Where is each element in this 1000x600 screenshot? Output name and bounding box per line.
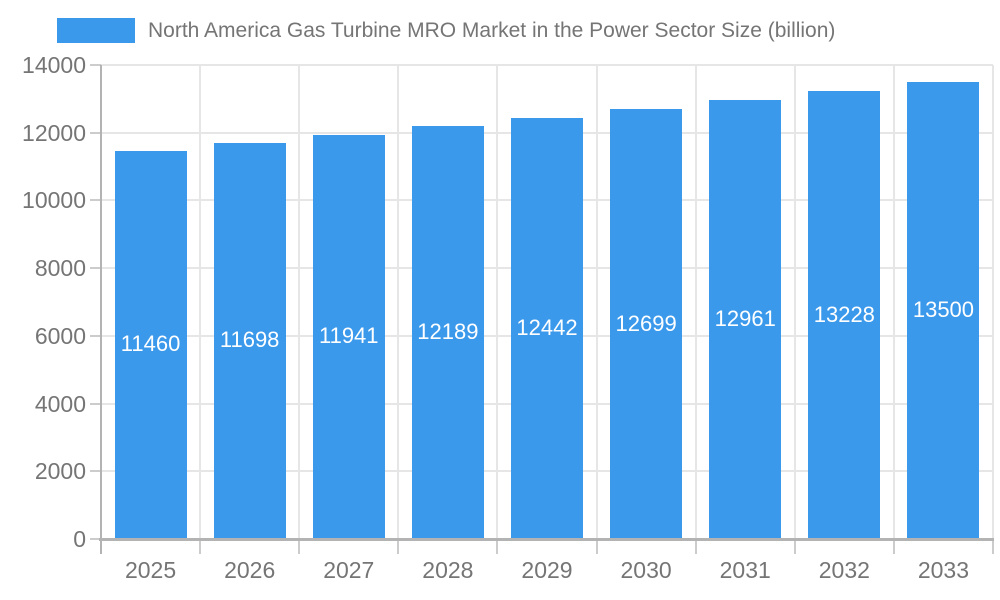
y-axis-tick	[90, 131, 101, 134]
x-axis-label: 2027	[323, 557, 375, 583]
y-axis-tick	[90, 199, 101, 202]
gridline-vertical	[595, 65, 598, 539]
bar-value-label: 12189	[417, 319, 479, 345]
gridline-vertical	[992, 65, 994, 539]
bar-value-label: 11698	[219, 327, 280, 353]
y-axis-tick	[90, 334, 101, 337]
x-axis-tick	[992, 541, 994, 554]
y-axis-label: 2000	[34, 458, 86, 485]
x-axis-tick	[694, 541, 697, 554]
x-axis-label: 2032	[818, 557, 870, 583]
y-axis-tick	[90, 470, 101, 473]
bar[interactable]: 12442	[511, 117, 583, 538]
x-axis-label: 2025	[124, 557, 177, 583]
legend-swatch-icon	[57, 18, 135, 43]
y-axis-label: 14000	[22, 52, 86, 78]
bar-value-label: 13500	[912, 296, 975, 322]
y-axis-label: 8000	[34, 255, 86, 282]
x-axis-tick	[397, 541, 400, 554]
bar[interactable]: 11698	[213, 142, 286, 538]
y-axis-label: 12000	[22, 119, 86, 146]
legend-series-label: North America Gas Turbine MRO Market in …	[148, 19, 836, 42]
bar-value-label: 12699	[615, 310, 677, 336]
y-axis-tick	[90, 538, 101, 540]
y-axis-tick	[90, 64, 101, 66]
bar-value-label: 12961	[714, 306, 776, 332]
x-axis-label: 2030	[620, 557, 672, 583]
y-axis-label: 10000	[22, 187, 86, 214]
x-axis-tick	[595, 541, 598, 554]
bar[interactable]: 12189	[411, 126, 484, 538]
y-axis-tick	[90, 267, 101, 270]
bar[interactable]: 12961	[709, 100, 782, 538]
chart-legend: North America Gas Turbine MRO Market in …	[57, 18, 835, 43]
y-axis-label: 4000	[34, 390, 86, 417]
bar[interactable]: 12699	[610, 109, 683, 538]
bar-value-label: 12442	[516, 314, 578, 340]
x-axis-tick	[298, 541, 301, 554]
x-axis-label: 2026	[224, 557, 276, 583]
x-axis-tick	[793, 541, 796, 554]
x-axis-label: 2033	[917, 557, 970, 583]
x-axis-tick	[892, 541, 895, 554]
bar-value-label: 13228	[813, 301, 875, 327]
y-axis-label: 6000	[34, 322, 86, 349]
gridline-vertical	[298, 65, 301, 539]
y-axis-line	[100, 65, 102, 554]
bar[interactable]: 11941	[312, 134, 385, 538]
gridline-vertical	[694, 65, 697, 539]
gridline-vertical	[397, 65, 400, 539]
x-axis-label: 2028	[422, 557, 474, 583]
gridline-vertical	[793, 65, 796, 539]
x-axis-tick	[199, 541, 202, 554]
gridline-vertical	[892, 65, 895, 539]
x-axis-tick	[496, 541, 499, 554]
x-axis-line	[99, 538, 994, 541]
y-axis-label: 0	[73, 526, 86, 552]
y-axis-tick	[90, 402, 101, 405]
x-axis-label: 2031	[719, 557, 771, 583]
gridline-horizontal	[101, 64, 993, 66]
x-axis-label: 2029	[521, 557, 573, 583]
gridline-vertical	[199, 65, 202, 539]
bar[interactable]: 13228	[808, 91, 881, 538]
gridline-vertical	[496, 65, 499, 539]
bar[interactable]: 13500	[907, 81, 980, 538]
bar-value-label: 11460	[120, 331, 181, 357]
bar-value-label: 11941	[318, 323, 379, 349]
bar[interactable]: 11460	[114, 150, 187, 538]
